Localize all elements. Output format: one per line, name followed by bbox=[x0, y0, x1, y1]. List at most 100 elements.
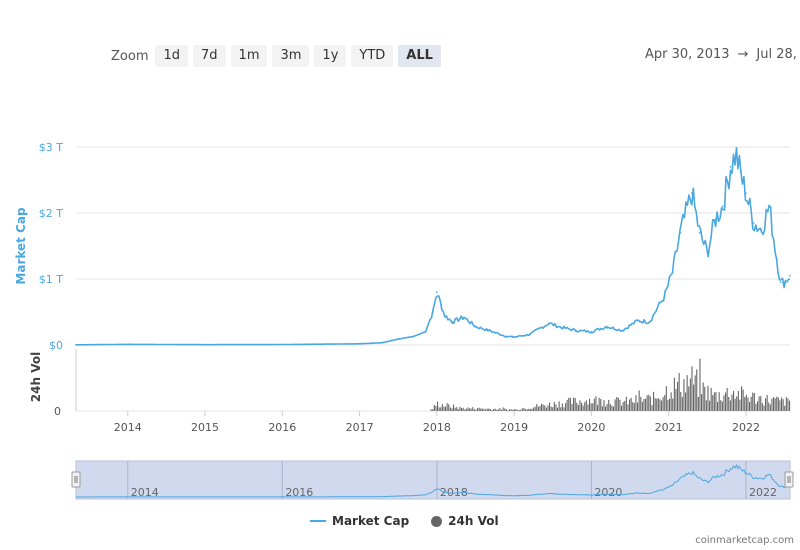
volume-bar bbox=[776, 396, 778, 411]
zoom-1d-button[interactable]: 1d bbox=[155, 45, 189, 67]
volume-bar bbox=[749, 402, 751, 411]
volume-bar bbox=[720, 400, 722, 411]
volume-bar bbox=[462, 407, 464, 411]
volume-bar bbox=[537, 406, 539, 411]
volume-bar bbox=[638, 390, 640, 411]
market-cap-point bbox=[559, 326, 562, 329]
volume-bar bbox=[501, 409, 503, 411]
navigator-tick-label: 2022 bbox=[749, 486, 777, 499]
market-cap-point bbox=[490, 330, 492, 333]
legend-item-volume[interactable]: 24h Vol bbox=[431, 514, 499, 528]
market-cap-line bbox=[76, 146, 791, 346]
y-tick-label: $2 T bbox=[39, 207, 63, 220]
volume-bar bbox=[557, 407, 559, 411]
volume-bar bbox=[726, 387, 728, 411]
volume-bar bbox=[510, 409, 512, 411]
legend: Market Cap 24h Vol bbox=[310, 514, 499, 528]
volume-bar bbox=[680, 392, 682, 411]
date-to-field[interactable]: Jul 28, 2022 bbox=[756, 47, 800, 62]
volume-bar bbox=[667, 399, 669, 411]
volume-bar bbox=[673, 377, 675, 411]
handle-grip-icon[interactable] bbox=[784, 471, 794, 488]
volume-bar bbox=[454, 407, 456, 411]
navigator-right-handle[interactable] bbox=[784, 471, 794, 488]
volume-bar bbox=[480, 408, 482, 411]
volume-bar bbox=[721, 401, 723, 411]
volume-bar bbox=[701, 394, 703, 411]
navigator-left-handle[interactable] bbox=[71, 471, 81, 488]
volume-bar bbox=[547, 405, 549, 411]
volume-bar bbox=[761, 403, 763, 411]
zoom-1y-button[interactable]: 1y bbox=[314, 45, 347, 67]
zoom-3m-button[interactable]: 3m bbox=[272, 45, 310, 67]
volume-bar bbox=[542, 404, 544, 411]
volume-bar bbox=[777, 397, 779, 411]
date-from-field[interactable]: Apr 30, 2013 bbox=[645, 47, 730, 62]
navigator-tick-label: 2020 bbox=[594, 486, 622, 499]
volume-bar bbox=[541, 403, 543, 411]
volume-bar bbox=[670, 392, 672, 411]
volume-bar bbox=[520, 409, 522, 411]
volume-bar bbox=[561, 403, 563, 411]
x-tick-label: 2014 bbox=[114, 421, 142, 434]
navigator[interactable]: 2014 2016 2018 2020 2022 bbox=[71, 460, 794, 500]
credit-link[interactable]: coinmarketcap.com bbox=[695, 535, 794, 546]
volume-bar bbox=[765, 398, 767, 411]
volume-axis-title: 24h Vol bbox=[29, 352, 43, 402]
volume-bar bbox=[505, 409, 507, 411]
volume-bar bbox=[585, 400, 587, 411]
volume-bar bbox=[757, 401, 759, 411]
volume-bar bbox=[587, 404, 589, 411]
volume-bar bbox=[632, 402, 634, 411]
volume-bar bbox=[637, 402, 639, 411]
volume-bar bbox=[677, 381, 679, 411]
volume-bar bbox=[725, 392, 727, 411]
volume-bar bbox=[576, 402, 578, 411]
volume-bar bbox=[565, 403, 567, 411]
volume-bar bbox=[600, 398, 602, 411]
x-tick-label: 2016 bbox=[268, 421, 296, 434]
volume-bar bbox=[672, 398, 674, 411]
market-cap-point bbox=[663, 294, 666, 297]
navigator-selection[interactable] bbox=[75, 460, 791, 500]
y-tick-label: $3 T bbox=[39, 141, 63, 154]
volume-bar bbox=[613, 406, 615, 411]
volume-bar bbox=[629, 399, 631, 411]
volume-bar bbox=[744, 397, 746, 411]
volume-bar bbox=[595, 396, 597, 411]
volume-bar bbox=[657, 398, 659, 411]
handle-grip-icon[interactable] bbox=[71, 471, 81, 488]
market-cap-point bbox=[424, 330, 427, 333]
volume-bar bbox=[453, 404, 455, 411]
volume-bar bbox=[456, 407, 458, 411]
volume-bar bbox=[681, 397, 683, 411]
volume-bar bbox=[571, 404, 573, 411]
volume-bar bbox=[467, 407, 469, 411]
market-cap-point bbox=[671, 271, 674, 274]
zoom-bar: Zoom 1d 7d 1m 3m 1y YTD ALL bbox=[111, 45, 441, 67]
x-tick-label: 2020 bbox=[577, 421, 605, 434]
market-cap-point bbox=[656, 307, 658, 310]
volume-bar bbox=[486, 408, 488, 411]
volume-bar bbox=[601, 406, 603, 411]
volume-bar bbox=[606, 404, 608, 411]
zoom-all-button[interactable]: ALL bbox=[398, 45, 441, 67]
volume-bar bbox=[577, 405, 579, 411]
zoom-ytd-button[interactable]: YTD bbox=[351, 45, 394, 67]
volume-bar bbox=[758, 396, 760, 411]
volume-bar bbox=[773, 397, 775, 411]
volume-bar bbox=[545, 407, 547, 411]
legend-item-market-cap[interactable]: Market Cap bbox=[310, 514, 409, 528]
volume-bar bbox=[509, 409, 511, 411]
zoom-7d-button[interactable]: 7d bbox=[193, 45, 226, 67]
volume-bar bbox=[493, 409, 495, 411]
zoom-1m-button[interactable]: 1m bbox=[230, 45, 268, 67]
volume-bar bbox=[485, 409, 487, 411]
line-symbol-icon bbox=[310, 520, 326, 522]
market-cap-point bbox=[412, 335, 415, 338]
volume-bar bbox=[459, 406, 461, 411]
market-cap-point bbox=[783, 281, 786, 284]
volume-bar bbox=[445, 406, 447, 411]
market-cap-point bbox=[548, 322, 550, 325]
volume-bar bbox=[464, 409, 466, 411]
